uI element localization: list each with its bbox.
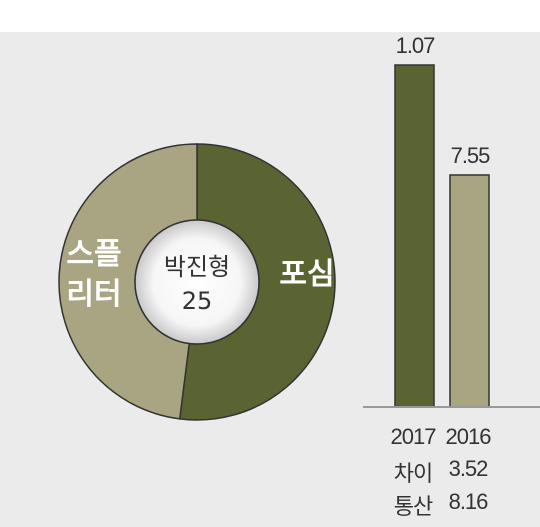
center-value: 25: [181, 287, 213, 315]
row-text: 3.52: [448, 456, 489, 481]
center-label: 박진형: [163, 253, 231, 281]
year-label: 2016: [445, 424, 492, 449]
bar: [449, 174, 490, 408]
bar-label: 1.07: [395, 33, 436, 58]
slice-label: 포심: [279, 257, 335, 292]
row-text: 차이: [393, 461, 433, 486]
bar-label: 7.55: [450, 143, 491, 168]
donut-hole: [134, 219, 260, 345]
bar: [394, 64, 435, 408]
row-text: 8.16: [448, 489, 489, 514]
row-text: 통산: [393, 494, 433, 519]
year-label: 2017: [390, 424, 437, 449]
slice-label: 스플리터: [66, 237, 122, 312]
